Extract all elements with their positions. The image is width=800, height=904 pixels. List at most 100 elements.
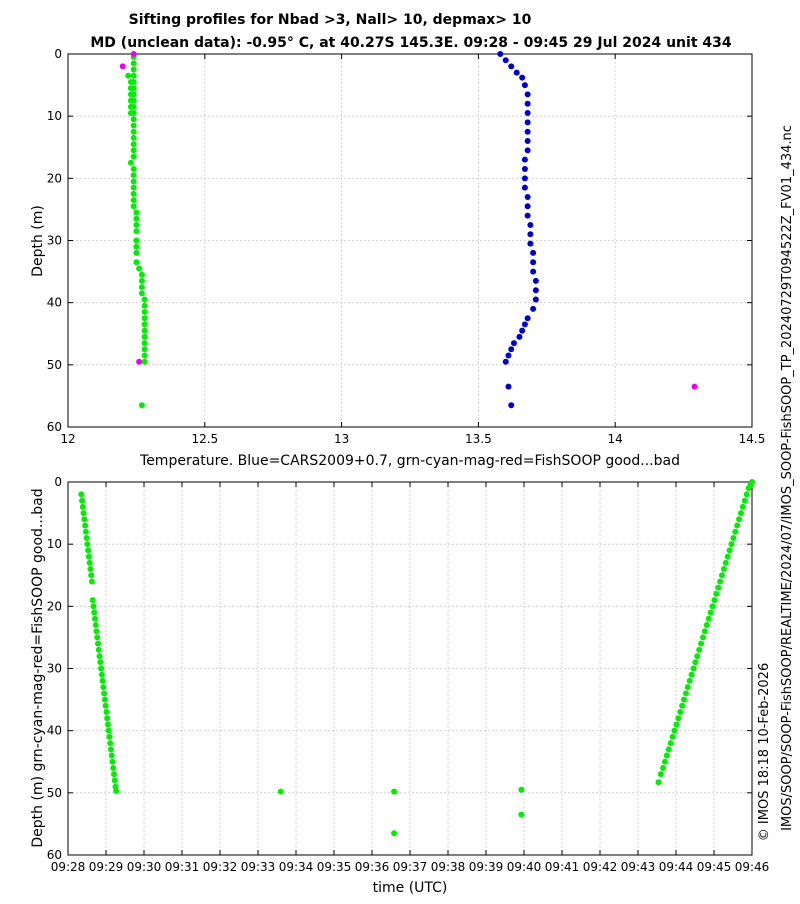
blue-data-point bbox=[524, 203, 531, 210]
green-data-point bbox=[722, 559, 729, 566]
blue-data-point bbox=[521, 82, 528, 89]
green-data-point bbox=[138, 284, 145, 291]
green-data-point bbox=[133, 215, 140, 222]
green-data-point bbox=[130, 116, 137, 123]
blue-data-point bbox=[530, 268, 537, 275]
green-data-point bbox=[101, 690, 108, 697]
green-data-point bbox=[95, 640, 102, 647]
blue-data-point bbox=[502, 57, 509, 64]
green-data-point bbox=[663, 752, 670, 759]
green-data-point bbox=[141, 302, 148, 309]
green-data-point bbox=[86, 559, 93, 566]
green-data-point bbox=[130, 178, 137, 185]
x-axis-label: Temperature. Blue=CARS2009+0.7, grn-cyan… bbox=[139, 453, 680, 469]
blue-data-point bbox=[524, 212, 531, 219]
x-tick-label: 09:29 bbox=[89, 860, 124, 874]
x-tick-label: 09:43 bbox=[621, 860, 656, 874]
green-data-point bbox=[91, 609, 98, 616]
green-data-point bbox=[141, 315, 148, 322]
green-data-point bbox=[669, 733, 676, 740]
green-data-point bbox=[518, 811, 525, 818]
green-data-point bbox=[138, 290, 145, 297]
green-data-point bbox=[657, 771, 664, 778]
green-data-point bbox=[130, 172, 137, 179]
green-data-point bbox=[85, 547, 92, 554]
green-data-point bbox=[130, 122, 137, 129]
x-tick-label: 14 bbox=[608, 432, 623, 446]
green-data-point bbox=[138, 402, 145, 409]
green-data-point bbox=[88, 572, 95, 579]
green-data-point bbox=[82, 528, 89, 535]
green-data-point bbox=[391, 830, 398, 837]
green-data-point bbox=[130, 85, 137, 92]
y-tick-label: 20 bbox=[47, 171, 62, 185]
green-data-point bbox=[82, 522, 89, 529]
x-tick-label: 13.5 bbox=[465, 432, 492, 446]
green-data-point bbox=[694, 653, 701, 660]
green-data-point bbox=[92, 621, 99, 628]
blue-data-point bbox=[524, 91, 531, 98]
green-data-point bbox=[739, 503, 746, 510]
green-data-point bbox=[85, 553, 92, 560]
blue-data-point bbox=[510, 340, 517, 347]
green-data-point bbox=[675, 715, 682, 722]
green-data-point bbox=[133, 237, 140, 244]
green-data-point bbox=[84, 541, 91, 548]
green-data-point bbox=[91, 615, 98, 622]
x-tick-label: 09:30 bbox=[127, 860, 162, 874]
blue-data-point bbox=[519, 327, 526, 334]
green-data-point bbox=[724, 553, 731, 560]
green-data-point bbox=[105, 727, 112, 734]
green-data-point bbox=[726, 547, 733, 554]
green-data-point bbox=[692, 659, 699, 666]
green-data-point bbox=[133, 259, 140, 266]
green-data-point bbox=[141, 333, 148, 340]
blue-data-point bbox=[530, 305, 537, 312]
green-data-point bbox=[391, 788, 398, 795]
green-data-point bbox=[101, 696, 108, 703]
green-data-point bbox=[701, 628, 708, 635]
green-data-point bbox=[718, 572, 725, 579]
green-data-point bbox=[141, 321, 148, 328]
green-data-point bbox=[655, 779, 662, 786]
green-data-point bbox=[102, 702, 109, 709]
x-tick-label: 12 bbox=[60, 432, 75, 446]
green-data-point bbox=[127, 159, 134, 166]
green-data-point bbox=[81, 516, 88, 523]
green-data-point bbox=[130, 184, 137, 191]
x-tick-label: 12.5 bbox=[191, 432, 218, 446]
green-data-point bbox=[130, 197, 137, 204]
green-data-point bbox=[518, 786, 525, 793]
green-data-point bbox=[741, 497, 748, 504]
y-tick-label: 30 bbox=[47, 662, 62, 676]
green-data-point bbox=[110, 771, 117, 778]
green-data-point bbox=[717, 578, 724, 585]
green-data-point bbox=[130, 147, 137, 154]
blue-data-point bbox=[505, 352, 512, 359]
green-data-point bbox=[686, 677, 693, 684]
blue-data-point bbox=[532, 296, 539, 303]
green-data-point bbox=[141, 340, 148, 347]
green-data-point bbox=[141, 358, 148, 365]
green-data-point bbox=[95, 646, 102, 653]
x-tick-label: 09:33 bbox=[241, 860, 276, 874]
green-data-point bbox=[677, 709, 684, 716]
green-data-point bbox=[711, 597, 718, 604]
y-tick-label: 30 bbox=[47, 234, 62, 248]
green-data-point bbox=[737, 510, 744, 517]
green-data-point bbox=[130, 72, 137, 79]
x-tick-label: 09:34 bbox=[279, 860, 314, 874]
chart-title-line-2: MD (unclean data): -0.95° C, at 40.27S 1… bbox=[90, 35, 731, 51]
green-data-point bbox=[141, 352, 148, 359]
x-tick-label: 09:37 bbox=[393, 860, 428, 874]
green-data-point bbox=[688, 671, 695, 678]
blue-data-point bbox=[521, 184, 528, 191]
blue-data-point bbox=[532, 287, 539, 294]
green-data-point bbox=[130, 134, 137, 141]
x-axis-label: time (UTC) bbox=[373, 880, 448, 896]
green-data-point bbox=[89, 597, 96, 604]
green-data-point bbox=[707, 609, 714, 616]
green-data-point bbox=[133, 221, 140, 228]
blue-data-point bbox=[521, 321, 528, 328]
green-data-point bbox=[703, 621, 710, 628]
